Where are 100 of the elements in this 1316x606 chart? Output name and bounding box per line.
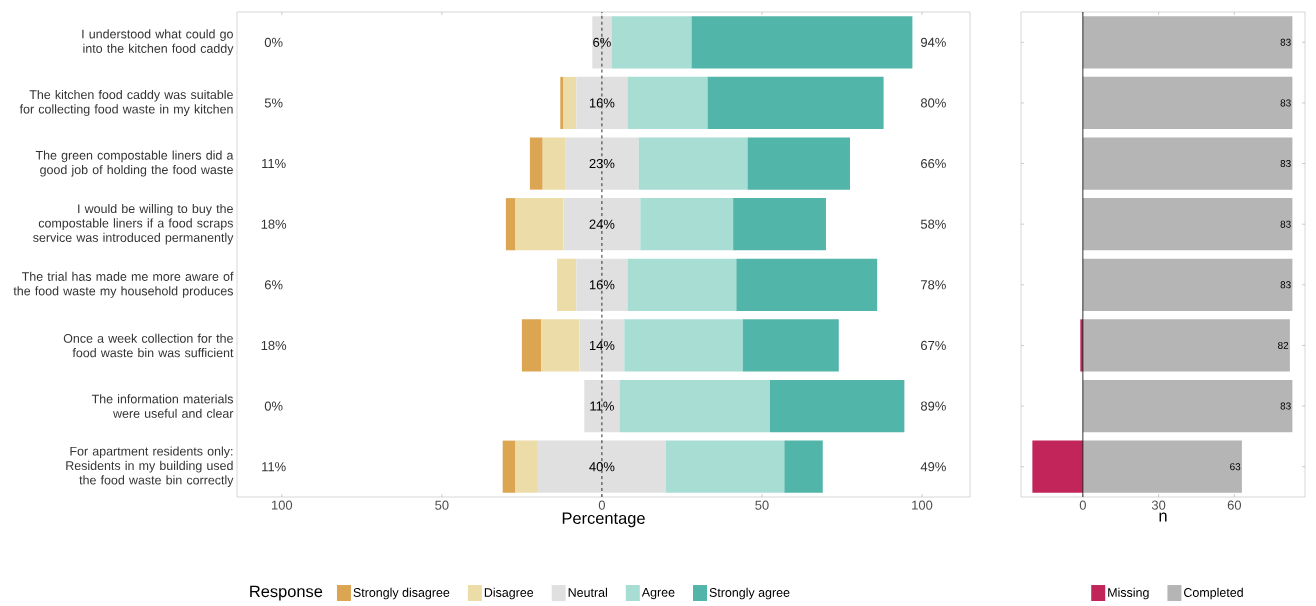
- data-label: 82: [1278, 341, 1289, 349]
- bar: [565, 137, 639, 190]
- bar: [611, 16, 692, 69]
- bar: [542, 137, 566, 190]
- y-tick-label: I understood what could go into the kitchen food caddy: [82, 29, 234, 56]
- bar: [521, 319, 542, 372]
- bar: [769, 379, 905, 433]
- legend-label: Agree: [641, 588, 675, 600]
- bar: [529, 137, 543, 190]
- y-tick-label: The trial has made me more aware of the food waste my household produces: [13, 271, 234, 298]
- data-label: 83: [1280, 402, 1291, 410]
- y-tick-label: The information materials were useful and clear: [91, 394, 234, 418]
- legend-label: Neutral: [568, 587, 607, 597]
- legend-label: Disagree: [484, 587, 534, 600]
- bar: [627, 76, 708, 129]
- x-axis-title: n: [1159, 512, 1167, 522]
- bar: [742, 319, 839, 372]
- bar: [1082, 16, 1293, 69]
- bar: [619, 379, 770, 433]
- bar: [502, 440, 516, 493]
- bar: [576, 258, 628, 311]
- bar: [576, 76, 628, 129]
- legend-label: Strongly agree: [709, 587, 790, 600]
- y-tick-label: Once a week collection for the food waste bin was sufficient: [63, 333, 234, 358]
- data-label: 23%: [589, 158, 615, 169]
- bar: [563, 76, 577, 129]
- bar: [1082, 76, 1293, 129]
- annotation: 58%: [920, 219, 946, 229]
- data-label: 83: [1280, 99, 1291, 107]
- annotation: 49%: [920, 462, 946, 472]
- x-axis-title: Percentage: [562, 512, 645, 528]
- x-tick-label: 0: [1079, 500, 1086, 510]
- bar: [1082, 440, 1242, 493]
- data-label: 83: [1280, 160, 1291, 168]
- annotation: 5%: [264, 98, 283, 108]
- bar: [691, 16, 913, 69]
- bar: [1082, 379, 1293, 433]
- x-tick-label: 100: [912, 500, 933, 510]
- bar: [579, 319, 625, 372]
- data-label: 6%: [593, 37, 611, 47]
- x-tick-label: 60: [1227, 500, 1242, 510]
- bar: [665, 440, 785, 493]
- annotation: 11%: [262, 462, 286, 472]
- y-tick-label: For apartment residents only: Residents in my building used the food waste bin correctly: [66, 446, 234, 487]
- bar: [505, 198, 516, 251]
- legend-label: Missing: [1108, 587, 1149, 600]
- bar: [747, 137, 850, 190]
- annotation: 80%: [920, 98, 946, 108]
- data-label: 11%: [590, 401, 614, 411]
- x-tick-label: 50: [755, 500, 769, 510]
- y-tick-label: The green compostable liners did a good job of holding the food waste: [35, 150, 234, 177]
- bar: [563, 198, 641, 251]
- annotation: 0%: [264, 401, 283, 411]
- annotation: 18%: [261, 340, 287, 351]
- bar: [1032, 440, 1083, 493]
- data-label: 63: [1230, 463, 1241, 471]
- y-tick-label: I would be willing to buy the compostable liners if a food scraps service was introduced permanently: [33, 203, 234, 245]
- bar: [1082, 258, 1293, 311]
- bar: [733, 198, 826, 251]
- bar: [638, 137, 748, 190]
- x-tick-label: 100: [271, 500, 293, 510]
- y-tick-label: The kitchen food caddy was suitable for collecting food waste in my kitchen: [19, 89, 233, 116]
- legend-title: Response: [250, 585, 323, 601]
- data-label: 83: [1280, 38, 1291, 46]
- legend-label: Strongly disagree: [353, 587, 450, 600]
- annotation: 94%: [921, 37, 946, 47]
- bar: [541, 319, 580, 372]
- x-tick-label: 50: [435, 500, 449, 510]
- bar: [707, 76, 884, 129]
- legend-label: Completed: [1184, 587, 1243, 600]
- bar: [584, 379, 620, 433]
- x-tick-label: 0: [598, 500, 606, 510]
- bar: [1082, 198, 1293, 251]
- annotation: 18%: [261, 219, 287, 229]
- bar: [592, 16, 612, 69]
- annotation: 11%: [262, 159, 286, 169]
- bar: [537, 440, 666, 493]
- x-tick-label: 30: [1151, 500, 1166, 510]
- bar: [1082, 319, 1290, 372]
- bar: [627, 258, 737, 311]
- annotation: 66%: [921, 158, 946, 169]
- bar: [1082, 137, 1293, 190]
- bar: [515, 198, 564, 251]
- annotation: 89%: [920, 401, 946, 411]
- data-label: 40%: [589, 462, 615, 472]
- data-label: 16%: [589, 98, 615, 108]
- annotation: 0%: [264, 37, 283, 47]
- bar: [736, 258, 878, 311]
- data-label: 16%: [589, 280, 615, 290]
- data-label: 83: [1280, 220, 1291, 228]
- annotation: 67%: [921, 340, 946, 351]
- annotation: 6%: [264, 280, 283, 290]
- bar: [624, 319, 743, 372]
- bar: [784, 440, 823, 493]
- annotation: 78%: [921, 280, 946, 290]
- bar: [640, 198, 734, 251]
- bar: [557, 258, 577, 311]
- data-label: 14%: [589, 340, 615, 350]
- data-label: 83: [1280, 281, 1291, 289]
- data-label: 24%: [589, 219, 615, 229]
